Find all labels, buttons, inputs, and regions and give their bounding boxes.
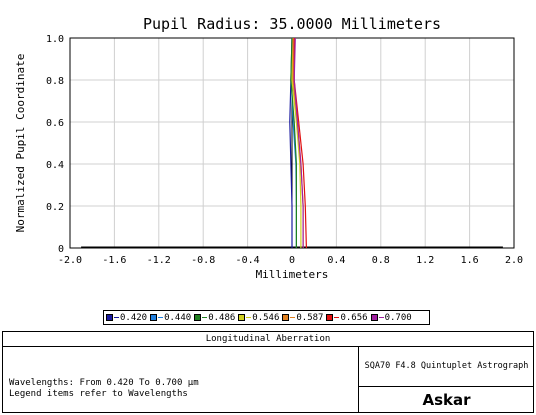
legend-item: 0.440 bbox=[150, 313, 191, 323]
divider bbox=[358, 346, 359, 413]
y-tick-label: 1.0 bbox=[46, 34, 64, 45]
x-tick-label: 1.2 bbox=[416, 255, 434, 266]
x-tick-label: 0 bbox=[289, 255, 295, 266]
y-axis-label: Normalized Pupil Coordinate bbox=[14, 54, 27, 233]
x-tick-label: -2.0 bbox=[58, 255, 82, 266]
x-tick-label: -1.6 bbox=[102, 255, 126, 266]
ticks: -2.0 -1.6 -1.2 -0.8 -0.4 0 0.4 0.8 1.2 1.6 2.0 0 0.2… bbox=[46, 34, 523, 266]
wavelength-range-text: Wavelengths: From 0.420 To 0.700 µm bbox=[9, 378, 199, 388]
legend-item: 0.546 bbox=[238, 313, 279, 323]
legend-label: 0.546 bbox=[252, 312, 280, 323]
x-tick-label: 1.6 bbox=[461, 255, 479, 266]
brand-logo: Askar bbox=[422, 391, 471, 409]
legend-line-icon bbox=[158, 317, 164, 318]
legend-label: 0.420 bbox=[120, 312, 148, 323]
legend-note-text: Legend items refer to Wavelengths bbox=[9, 389, 188, 399]
legend-marker-icon bbox=[370, 314, 378, 321]
legend-label: 0.440 bbox=[164, 312, 192, 323]
x-axis-label: Millimeters bbox=[256, 268, 329, 281]
legend-marker-icon bbox=[282, 314, 290, 321]
legend-marker-icon bbox=[194, 314, 202, 321]
legend-line-icon bbox=[378, 317, 384, 318]
x-tick-label: -0.8 bbox=[191, 255, 215, 266]
legend-line-icon bbox=[202, 317, 208, 318]
x-tick-label: 0.4 bbox=[327, 255, 345, 266]
series-line-0.700 bbox=[293, 37, 304, 248]
y-tick-label: 0 bbox=[58, 244, 64, 255]
legend-line-icon bbox=[290, 317, 296, 318]
legend-item: 0.420 bbox=[106, 313, 147, 323]
y-tick-label: 0.8 bbox=[46, 76, 64, 87]
legend-line-icon bbox=[334, 317, 340, 318]
info-table: Longitudinal Aberration Wavelengths: Fro… bbox=[2, 331, 534, 413]
y-tick-label: 0.6 bbox=[46, 118, 64, 129]
x-tick-label: 0.8 bbox=[372, 255, 390, 266]
legend-item: 0.656 bbox=[326, 312, 368, 323]
info-description: Wavelengths: From 0.420 To 0.700 µm Lege… bbox=[9, 378, 199, 400]
series-line-0.486 bbox=[290, 37, 297, 248]
plot-area: Pupil Radius: 35.0000 Millimeters -2.0 -1… bbox=[14, 15, 523, 281]
series-line-0.546 bbox=[291, 37, 302, 248]
legend-line-icon bbox=[246, 317, 252, 318]
legend-label: 0.587 bbox=[296, 312, 324, 323]
x-tick-label: 2.0 bbox=[505, 255, 523, 266]
x-tick-label: -0.4 bbox=[236, 255, 260, 266]
chart-title: Pupil Radius: 35.0000 Millimeters bbox=[143, 15, 441, 33]
legend-label: 0.700 bbox=[384, 312, 412, 323]
y-tick-label: 0.2 bbox=[46, 202, 64, 213]
legend-marker-icon bbox=[106, 314, 113, 321]
legend-marker-icon bbox=[238, 314, 246, 321]
x-tick-label: -1.2 bbox=[147, 255, 171, 266]
legend-label: 0.486 bbox=[208, 312, 236, 323]
legend-item: 0.486 bbox=[194, 313, 235, 323]
legend-item: 0.587 bbox=[282, 313, 323, 323]
legend-label: 0.656 bbox=[340, 312, 368, 323]
system-name: SQA70 F4.8 Quintuplet Astrograph bbox=[359, 346, 534, 387]
legend-line-icon bbox=[114, 317, 119, 318]
analysis-title: Longitudinal Aberration bbox=[3, 332, 533, 347]
legend: 0.420 0.440 0.486 0.546 0.587 0.656 0.700 bbox=[103, 310, 430, 325]
legend-item: 0.700 bbox=[370, 312, 412, 323]
y-tick-label: 0.4 bbox=[46, 160, 64, 171]
series-layer bbox=[289, 37, 307, 249]
legend-marker-icon bbox=[150, 314, 158, 321]
legend-marker-icon bbox=[326, 314, 334, 321]
